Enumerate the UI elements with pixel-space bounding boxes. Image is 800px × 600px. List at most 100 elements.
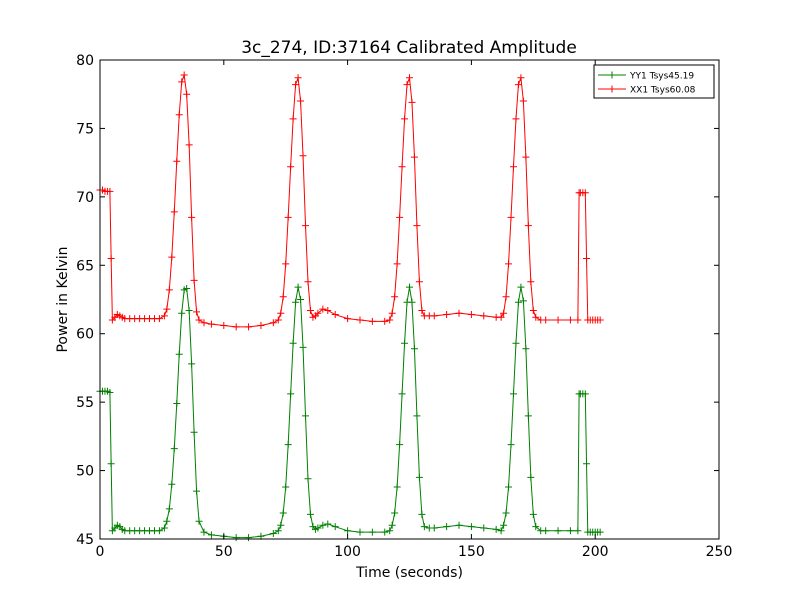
- data-point: [282, 260, 290, 268]
- data-point: [403, 81, 411, 89]
- data-point: [529, 306, 537, 314]
- data-point: [306, 306, 314, 314]
- data-point: [165, 286, 173, 294]
- data-point: [507, 213, 515, 221]
- data-point: [299, 343, 307, 351]
- data-point: [492, 525, 500, 533]
- data-point: [180, 71, 188, 79]
- data-point: [292, 81, 300, 89]
- ticks-layer: 0 50 100 150 200 250 45 50 55 60 65 70 75 80: [76, 53, 732, 560]
- data-point: [596, 528, 604, 536]
- data-point: [502, 509, 510, 517]
- data-point: [529, 510, 537, 518]
- data-point: [514, 81, 522, 89]
- data-point: [574, 316, 582, 324]
- data-point: [522, 345, 530, 353]
- data-point: [455, 521, 463, 529]
- data-point: [155, 527, 163, 535]
- data-point: [160, 524, 168, 532]
- data-point: [455, 309, 463, 317]
- data-point: [195, 517, 203, 525]
- data-point: [188, 360, 196, 368]
- data-point: [524, 222, 532, 230]
- data-point: [178, 309, 186, 317]
- x-tick-label: 250: [706, 544, 733, 560]
- data-point: [232, 323, 240, 331]
- data-point: [574, 527, 582, 535]
- data-point: [274, 316, 282, 324]
- data-point: [165, 505, 173, 513]
- data-point: [386, 316, 394, 324]
- data-point: [168, 480, 176, 488]
- legend-label: XX1 Tsys60.08: [630, 86, 696, 96]
- data-point: [287, 390, 295, 398]
- data-point: [324, 520, 332, 528]
- series-layer: [96, 71, 604, 542]
- data-point: [509, 390, 517, 398]
- data-point: [430, 524, 438, 532]
- y-tick-label: 50: [76, 464, 94, 480]
- data-point: [418, 510, 426, 518]
- data-point: [220, 322, 228, 329]
- data-point: [294, 283, 302, 291]
- data-point: [319, 521, 327, 529]
- legend-label: YY1 Tsys45.19: [629, 72, 694, 82]
- data-point: [368, 528, 376, 536]
- legend-box: [593, 64, 715, 99]
- data-point: [467, 523, 475, 531]
- data-point: [175, 350, 183, 358]
- data-point: [344, 527, 352, 535]
- data-point: [232, 534, 240, 542]
- legend-entry-1: XX1 Tsys60.08: [598, 85, 696, 96]
- data-point: [413, 222, 421, 230]
- data-point: [282, 483, 290, 491]
- data-point: [415, 278, 423, 286]
- data-point: [304, 278, 312, 286]
- data-point: [163, 305, 171, 313]
- data-point: [160, 312, 168, 320]
- data-point: [168, 253, 176, 261]
- data-point: [505, 483, 513, 491]
- legend-marker: [608, 71, 616, 79]
- data-point: [277, 309, 285, 317]
- data-point: [331, 311, 339, 319]
- data-point: [583, 254, 591, 262]
- data-point: [391, 293, 399, 301]
- x-axis-title: Time (seconds): [355, 565, 463, 581]
- x-tick-label: 150: [458, 544, 485, 560]
- data-point: [304, 475, 312, 483]
- x-tick-label: 50: [215, 544, 233, 560]
- data-point: [396, 213, 404, 221]
- data-point: [401, 339, 409, 347]
- legend-entry-0: YY1 Tsys45.19: [598, 71, 694, 82]
- y-tick-label: 75: [76, 121, 94, 137]
- series-line-0: [100, 287, 601, 539]
- data-point: [107, 254, 115, 262]
- data-point: [502, 293, 510, 301]
- data-point: [532, 523, 540, 531]
- x-tick-label: 100: [334, 544, 361, 560]
- data-point: [106, 389, 114, 397]
- data-point: [289, 115, 297, 123]
- data-point: [269, 319, 277, 327]
- data-point: [344, 315, 352, 323]
- data-point: [173, 157, 181, 165]
- data-point: [163, 517, 171, 525]
- data-point: [207, 531, 215, 539]
- data-point: [183, 90, 191, 98]
- data-point: [277, 521, 285, 529]
- data-point: [269, 530, 277, 538]
- data-point: [274, 527, 282, 535]
- data-point: [524, 412, 532, 420]
- data-point: [292, 298, 300, 306]
- y-tick-label: 60: [76, 327, 94, 343]
- data-point: [500, 521, 508, 529]
- data-point: [173, 400, 181, 408]
- data-point: [410, 153, 418, 161]
- data-point: [497, 313, 505, 321]
- data-point: [284, 441, 292, 449]
- data-point: [420, 523, 428, 531]
- data-point: [527, 278, 535, 286]
- data-point: [356, 528, 364, 536]
